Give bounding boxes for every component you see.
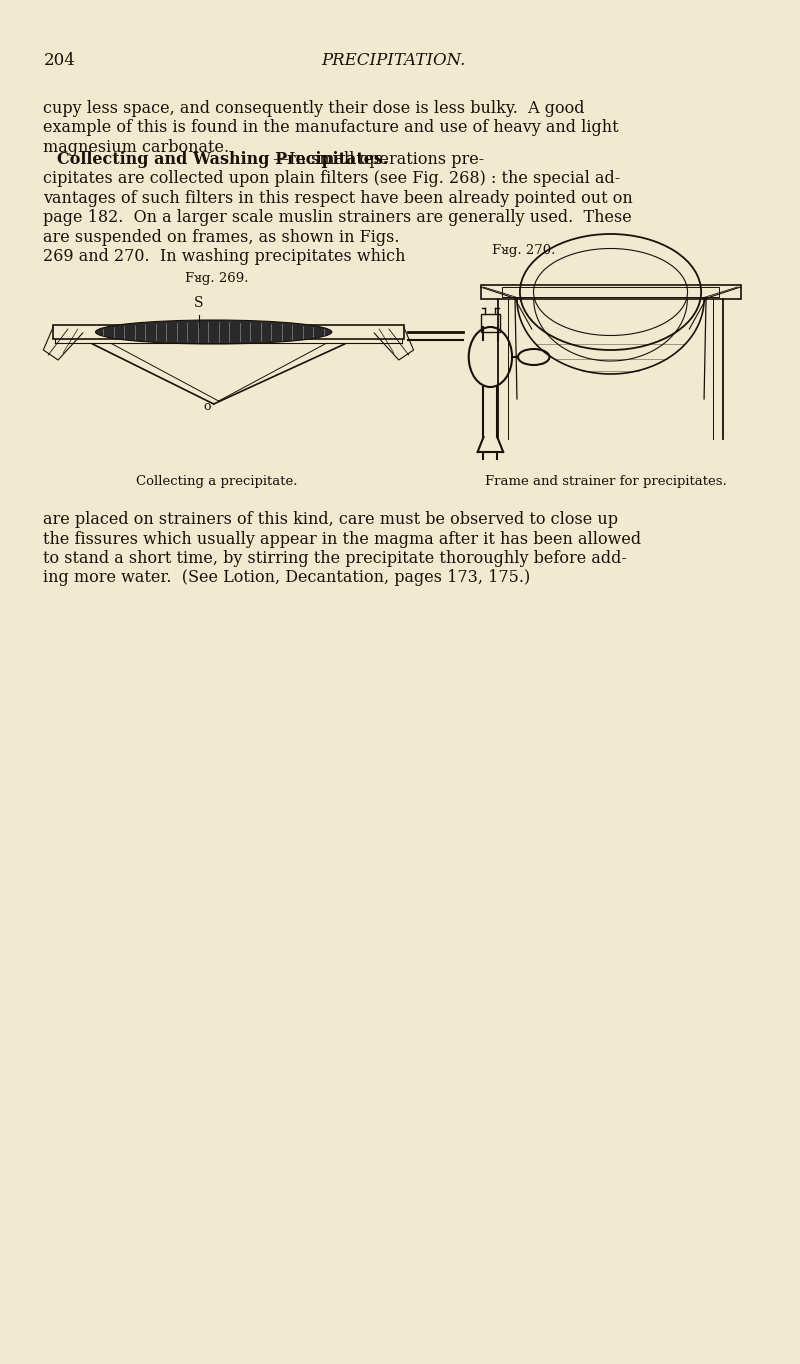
- Text: Fᴚg. 270.: Fᴚg. 270.: [492, 244, 556, 258]
- Text: to stand a short time, by stirring the precipitate thoroughly before add-: to stand a short time, by stirring the p…: [43, 550, 627, 567]
- Text: o: o: [204, 400, 211, 413]
- Text: Frame and strainer for precipitates.: Frame and strainer for precipitates.: [485, 475, 726, 488]
- Text: Collecting a precipitate.: Collecting a precipitate.: [136, 475, 298, 488]
- Text: page 182.  On a larger scale muslin strainers are generally used.  These: page 182. On a larger scale muslin strai…: [43, 209, 632, 226]
- Text: Collecting and Washing Precipitates.: Collecting and Washing Precipitates.: [57, 150, 389, 168]
- Text: ing more water.  (See Lotion, Decantation, pages 173, 175.): ing more water. (See Lotion, Decantation…: [43, 570, 530, 587]
- Bar: [481, 285, 741, 299]
- Bar: [481, 314, 500, 331]
- Text: 269 and 270.  In washing precipitates which: 269 and 270. In washing precipitates whi…: [43, 248, 406, 265]
- Text: are suspended on frames, as shown in Figs.: are suspended on frames, as shown in Fig…: [43, 229, 400, 246]
- Text: Fᴚg. 269.: Fᴚg. 269.: [185, 271, 248, 285]
- Text: vantages of such filters in this respect have been already pointed out on: vantages of such filters in this respect…: [43, 190, 633, 207]
- Text: magnesium carbonate.: magnesium carbonate.: [43, 139, 230, 155]
- Text: cupy less space, and consequently their dose is less bulky.  A good: cupy less space, and consequently their …: [43, 100, 585, 117]
- Text: the fissures which usually appear in the magma after it has been allowed: the fissures which usually appear in the…: [43, 531, 642, 547]
- Bar: [53, 325, 404, 340]
- Text: —In small operations pre-: —In small operations pre-: [274, 150, 485, 168]
- Ellipse shape: [95, 321, 332, 344]
- Text: 204: 204: [43, 52, 75, 70]
- Text: example of this is found in the manufacture and use of heavy and light: example of this is found in the manufact…: [43, 120, 619, 136]
- Bar: [502, 286, 719, 297]
- Text: PRECIPITATION.: PRECIPITATION.: [322, 52, 466, 70]
- Text: S: S: [194, 296, 204, 310]
- Text: are placed on strainers of this kind, care must be observed to close up: are placed on strainers of this kind, ca…: [43, 512, 618, 528]
- Text: cipitates are collected upon plain filters (see Fig. 268) : the special ad-: cipitates are collected upon plain filte…: [43, 170, 621, 187]
